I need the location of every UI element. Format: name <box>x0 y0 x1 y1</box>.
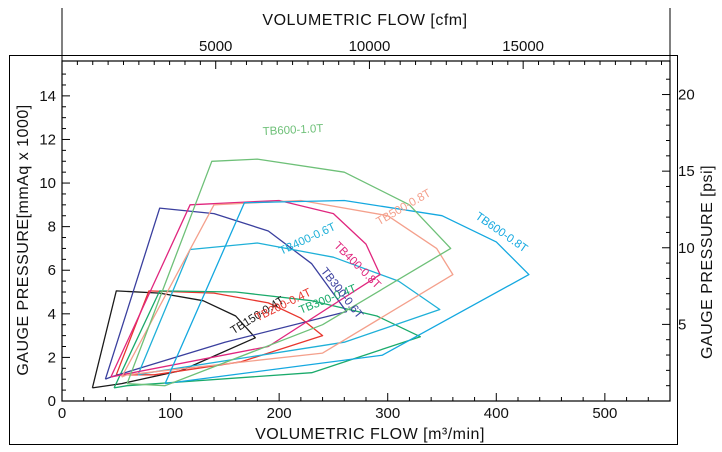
series-label: TB600-1.0T <box>262 123 323 138</box>
series-label: TB600-0.8T <box>473 211 530 256</box>
left-axis-tick-label: 12 <box>39 131 56 148</box>
series-line-tb500-0-8t <box>121 199 454 378</box>
bottom-axis-tick-label: 500 <box>592 405 617 422</box>
right-axis-title: GAUGE PRESSURE [psi] <box>699 165 716 359</box>
left-axis-tick-label: 10 <box>39 175 56 192</box>
top-axis-tick-label: 5000 <box>199 38 232 55</box>
series-label: TB500-0.8T <box>375 187 434 228</box>
right-axis-tick-label: 5 <box>678 316 686 333</box>
left-axis-title: GAUGE PRESSURE[mmAq x 1000] <box>15 104 32 375</box>
bottom-axis-tick-label: 300 <box>375 405 400 422</box>
series-line-tb300-0-4t <box>113 290 421 389</box>
bottom-axis-tick-label: 0 <box>58 405 66 422</box>
right-axis-tick-label: 20 <box>678 87 695 104</box>
left-axis-tick-label: 2 <box>48 349 56 366</box>
plot-frame <box>61 60 671 402</box>
series-line-tb400-0-8t <box>110 199 381 378</box>
bottom-axis-tick-label: 100 <box>158 405 183 422</box>
top-axis-title: VOLUMETRIC FLOW [cfm] <box>262 12 467 29</box>
left-axis-tick-label: 4 <box>48 306 56 323</box>
left-axis-tick-label: 14 <box>39 88 56 105</box>
right-axis-tick-label: 15 <box>678 163 695 180</box>
top-axis-tick-label: 10000 <box>349 38 391 55</box>
outer-frame <box>9 55 678 445</box>
bottom-axis-title: VOLUMETRIC FLOW [m³/min] <box>255 426 485 443</box>
left-axis-tick-label: 8 <box>48 219 56 236</box>
right-axis-tick-label: 10 <box>678 240 695 257</box>
left-axis-tick-label: 0 <box>48 393 56 410</box>
bottom-axis-tick-label: 400 <box>484 405 509 422</box>
series-line-tb600-1-0t <box>126 158 452 387</box>
series-line-tb300-0-6t <box>104 207 348 380</box>
top-axis-tick-label: 15000 <box>502 38 544 55</box>
left-axis-tick-label: 6 <box>48 262 56 279</box>
series-line-tb600-0-8t <box>164 199 530 385</box>
series-layer <box>91 158 530 389</box>
series-line-tb400-0-6t <box>137 242 441 376</box>
bottom-axis-tick-label: 200 <box>267 405 292 422</box>
series-line-tb150-0-4t <box>91 290 256 389</box>
